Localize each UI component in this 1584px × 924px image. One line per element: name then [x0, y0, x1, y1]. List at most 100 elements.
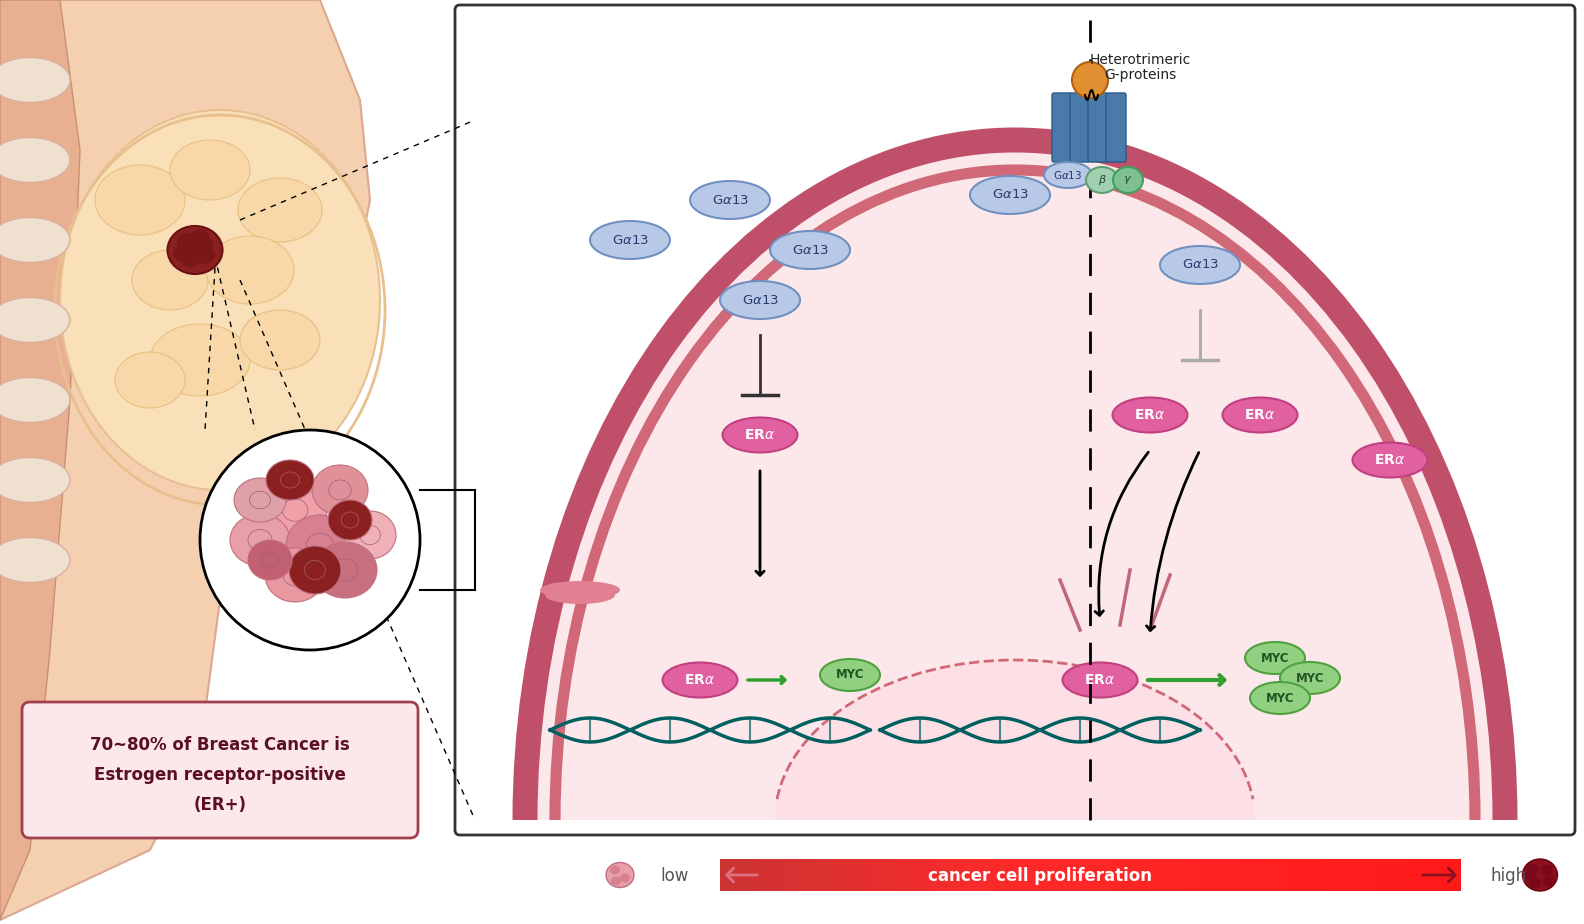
- Bar: [819, 859, 832, 891]
- Bar: [1435, 859, 1449, 891]
- Bar: [1177, 859, 1190, 891]
- Bar: [1250, 859, 1264, 891]
- Ellipse shape: [284, 565, 307, 586]
- Ellipse shape: [314, 542, 377, 598]
- Ellipse shape: [181, 249, 200, 267]
- Polygon shape: [524, 140, 1505, 820]
- Bar: [1015, 859, 1030, 891]
- Bar: [1262, 859, 1277, 891]
- Bar: [881, 859, 893, 891]
- Ellipse shape: [95, 165, 185, 235]
- Bar: [1090, 859, 1104, 891]
- Bar: [1139, 859, 1153, 891]
- Bar: [868, 859, 881, 891]
- Bar: [893, 859, 906, 891]
- Ellipse shape: [607, 862, 634, 887]
- Text: ER$\alpha$: ER$\alpha$: [1245, 408, 1275, 422]
- Bar: [843, 859, 857, 891]
- Ellipse shape: [329, 480, 352, 500]
- Bar: [992, 859, 1004, 891]
- FancyBboxPatch shape: [22, 702, 418, 838]
- Bar: [1066, 859, 1079, 891]
- Bar: [1102, 859, 1115, 891]
- Ellipse shape: [1543, 876, 1555, 886]
- Bar: [1275, 859, 1288, 891]
- Bar: [1399, 859, 1411, 891]
- Bar: [1411, 859, 1424, 891]
- Ellipse shape: [169, 140, 250, 200]
- Text: Heterotrimeric: Heterotrimeric: [1090, 53, 1191, 67]
- Ellipse shape: [1250, 682, 1310, 714]
- FancyBboxPatch shape: [1071, 93, 1090, 162]
- Ellipse shape: [1541, 865, 1552, 876]
- Ellipse shape: [116, 352, 185, 408]
- Text: ER$\alpha$: ER$\alpha$: [684, 673, 716, 687]
- Polygon shape: [775, 660, 1255, 820]
- Bar: [721, 859, 733, 891]
- Ellipse shape: [328, 500, 372, 540]
- Ellipse shape: [238, 178, 322, 242]
- Ellipse shape: [360, 526, 380, 544]
- Ellipse shape: [265, 548, 325, 602]
- Bar: [1373, 859, 1388, 891]
- Bar: [1422, 859, 1437, 891]
- Bar: [1350, 859, 1362, 891]
- Text: MYC: MYC: [1266, 691, 1294, 704]
- FancyBboxPatch shape: [1106, 93, 1126, 162]
- Text: G-proteins: G-proteins: [1104, 68, 1177, 82]
- Bar: [1448, 859, 1460, 891]
- Bar: [1361, 859, 1375, 891]
- Bar: [1386, 859, 1399, 891]
- Ellipse shape: [1063, 663, 1137, 698]
- Text: G$\alpha$13: G$\alpha$13: [1053, 169, 1082, 181]
- Ellipse shape: [241, 310, 320, 370]
- Ellipse shape: [0, 378, 70, 422]
- Ellipse shape: [691, 181, 770, 219]
- Bar: [1152, 859, 1164, 891]
- Circle shape: [1072, 62, 1107, 98]
- Bar: [781, 859, 795, 891]
- Ellipse shape: [1525, 864, 1538, 874]
- Bar: [1053, 859, 1066, 891]
- FancyBboxPatch shape: [1052, 93, 1072, 162]
- Ellipse shape: [1529, 878, 1541, 889]
- Ellipse shape: [190, 229, 211, 247]
- Bar: [1201, 859, 1215, 891]
- Ellipse shape: [969, 176, 1050, 214]
- Text: high: high: [1491, 867, 1525, 885]
- Text: ER$\alpha$: ER$\alpha$: [1134, 408, 1166, 422]
- Bar: [1226, 859, 1239, 891]
- Text: $\beta$: $\beta$: [1098, 173, 1106, 187]
- Ellipse shape: [150, 324, 250, 396]
- Ellipse shape: [0, 217, 70, 262]
- Text: G$\alpha$13: G$\alpha$13: [992, 188, 1028, 201]
- Ellipse shape: [193, 236, 212, 254]
- Ellipse shape: [1353, 443, 1427, 478]
- Ellipse shape: [1159, 246, 1240, 284]
- Bar: [1239, 859, 1251, 891]
- Ellipse shape: [333, 559, 358, 581]
- Ellipse shape: [206, 236, 295, 304]
- Ellipse shape: [312, 465, 367, 515]
- Ellipse shape: [0, 298, 70, 343]
- Text: 70~80% of Breast Cancer is: 70~80% of Breast Cancer is: [90, 736, 350, 754]
- Bar: [744, 859, 759, 891]
- Text: MYC: MYC: [836, 668, 865, 682]
- Ellipse shape: [1087, 167, 1118, 193]
- Text: Estrogen receptor-positive: Estrogen receptor-positive: [93, 766, 345, 784]
- Bar: [1288, 859, 1300, 891]
- Bar: [1213, 859, 1226, 891]
- Polygon shape: [0, 0, 371, 920]
- Ellipse shape: [0, 457, 70, 503]
- Ellipse shape: [1245, 642, 1305, 674]
- Text: ER$\alpha$: ER$\alpha$: [1085, 673, 1115, 687]
- Bar: [832, 859, 844, 891]
- Ellipse shape: [770, 231, 851, 269]
- Ellipse shape: [234, 478, 287, 522]
- Bar: [757, 859, 770, 891]
- Circle shape: [200, 430, 420, 650]
- Bar: [1126, 859, 1140, 891]
- Ellipse shape: [173, 244, 193, 262]
- Ellipse shape: [131, 250, 208, 310]
- Ellipse shape: [1522, 859, 1557, 891]
